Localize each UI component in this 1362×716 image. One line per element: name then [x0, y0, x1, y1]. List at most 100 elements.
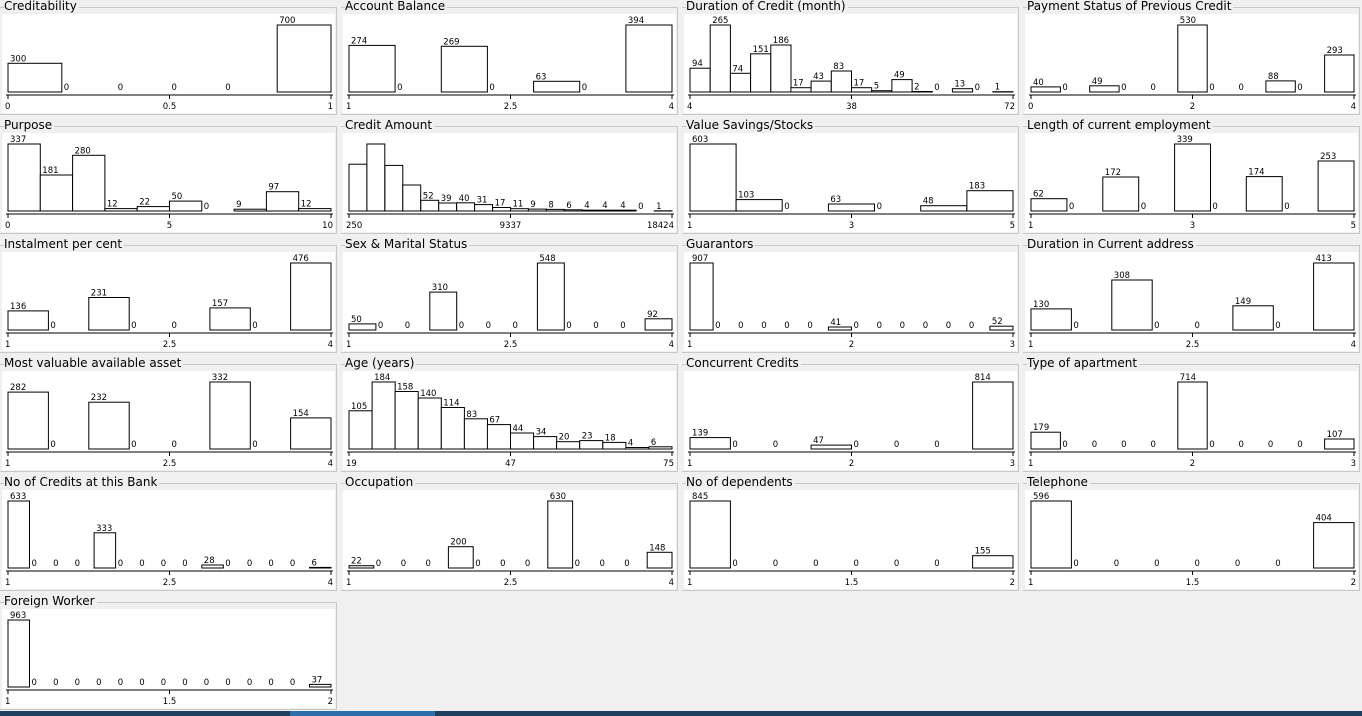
bar-value-label: 0 — [600, 559, 605, 569]
bar-value-label: 0 — [923, 321, 928, 331]
bar — [689, 500, 731, 569]
bar — [486, 424, 511, 450]
bar-value-label: 907 — [692, 254, 708, 264]
bar-value-label: 39 — [441, 194, 452, 204]
x-tick-label: 2.5 — [163, 578, 177, 588]
bar-value-label: 11 — [513, 200, 524, 210]
bar-value-label: 548 — [539, 254, 555, 264]
chart-title: Value Savings/Stocks — [686, 118, 816, 132]
histogram-credit-amount: Credit Amount 52 39 40 31 17 11 9 8 6 4 4 4 0 1 250 9337… — [341, 118, 678, 234]
bar-value-label: 6 — [312, 558, 317, 568]
x-tick-label: 1 — [1028, 459, 1033, 469]
bar-value-label: 0 — [813, 559, 818, 569]
histogram-svg: 963 0 0 0 0 0 0 0 0 0 0 0 0 0 37 1 1.5 2 — [5, 611, 333, 707]
x-tick-label: 2.5 — [504, 578, 518, 588]
bar — [420, 199, 440, 212]
bar-value-label: 157 — [212, 299, 228, 309]
bar-value-label: 0 — [1209, 440, 1214, 450]
bar-value-label: 0 — [459, 321, 464, 331]
bar-value-label: 31 — [477, 196, 488, 206]
x-tick-label: 1 — [1028, 578, 1033, 588]
bar — [169, 200, 203, 212]
panel-frame — [0, 245, 337, 353]
bar — [579, 440, 604, 450]
panel-frame — [682, 126, 1019, 234]
bar — [810, 444, 853, 450]
bar-value-label: 49 — [1092, 77, 1103, 87]
bar — [735, 199, 783, 212]
x-tick-label: 1 — [328, 102, 333, 112]
bar — [1089, 85, 1120, 93]
bar-value-label: 0 — [1195, 321, 1200, 331]
x-tick-label: 2 — [1010, 578, 1015, 588]
histogram-value-savings-stocks: Value Savings/Stocks 603 103 0 63 0 48 183 1 3 5 — [682, 118, 1019, 234]
bar — [648, 446, 673, 450]
bar-value-label: 0 — [290, 678, 295, 688]
x-tick-label: 0.5 — [163, 102, 177, 112]
histogram-most-valuable-available-asset: Most valuable available asset 282 0 232 0 0 33… — [0, 356, 337, 472]
bar-value-label: 6 — [651, 438, 656, 448]
bar-value-label: 0 — [773, 559, 778, 569]
bar-value-label: 4 — [628, 439, 633, 449]
bar-value-label: 0 — [397, 83, 402, 93]
bar-value-label: 17 — [854, 79, 865, 89]
chart-title: Instalment per cent — [4, 237, 125, 251]
bar-value-label: 0 — [620, 321, 625, 331]
bar-value-label: 34 — [536, 428, 547, 438]
panel-frame — [0, 483, 337, 591]
bar-value-label: 179 — [1033, 423, 1049, 433]
bar-value-label: 74 — [732, 64, 743, 74]
panel-frame — [682, 483, 1019, 591]
chart-title: Sex & Marital Status — [345, 237, 470, 251]
bar-value-label: 0 — [64, 83, 69, 93]
bar-value-label: 332 — [212, 373, 228, 383]
bar — [201, 564, 224, 569]
x-tick-label: 5 — [1351, 221, 1356, 231]
bar — [689, 143, 737, 212]
bar-value-label: 0 — [624, 559, 629, 569]
bar — [309, 683, 332, 688]
histogram-occupation: Occupation 22 0 0 0 200 0 0 0 630 0 0 0 148 1 2.5 4 — [341, 475, 678, 591]
bar-value-label: 630 — [550, 492, 566, 502]
bar — [348, 323, 377, 331]
bar-value-label: 0 — [738, 321, 743, 331]
bar-value-label: 67 — [489, 416, 500, 426]
bar-value-label: 0 — [225, 559, 230, 569]
histogram-duration-of-credit-month: Duration of Credit (month) 94 265 74 151 186 1… — [682, 0, 1019, 115]
chart-title: No of dependents — [686, 475, 795, 489]
bar-value-label: 0 — [900, 321, 905, 331]
bar-value-label: 0 — [934, 83, 939, 93]
bar — [440, 407, 465, 450]
histogram-svg: 136 0 231 0 0 157 0 476 1 2.5 4 — [5, 254, 333, 350]
bar-value-label: 0 — [715, 321, 720, 331]
bar-value-label: 1 — [995, 83, 1000, 93]
bar-value-label: 186 — [773, 36, 789, 46]
x-tick-label: 1 — [687, 578, 692, 588]
x-tick-label: 2 — [1351, 578, 1356, 588]
bar-value-label: 4 — [584, 201, 589, 211]
x-tick-label: 75 — [663, 459, 674, 469]
bar-value-label: 0 — [975, 83, 980, 93]
bar-value-label: 814 — [975, 373, 991, 383]
panel-frame — [1023, 364, 1360, 472]
x-tick-label: 2 — [849, 340, 854, 350]
histogram-concurrent-credits: Concurrent Credits 139 0 0 47 0 0 0 814 1 2 3 — [682, 356, 1019, 472]
plot-area — [1025, 252, 1358, 351]
bar — [1030, 308, 1072, 331]
bar-value-label: 0 — [182, 559, 187, 569]
bar-value-label: 22 — [351, 557, 362, 567]
bar — [1232, 305, 1274, 331]
x-tick-label: 1 — [5, 459, 10, 469]
chart-title: Occupation — [345, 475, 416, 489]
bar-value-label: 0 — [1073, 321, 1078, 331]
histogram-svg: 282 0 232 0 0 332 0 154 1 2.5 4 — [5, 373, 333, 469]
bar-value-label: 0 — [566, 321, 571, 331]
bar-value-label: 0 — [934, 440, 939, 450]
bar-value-label: 0 — [513, 321, 518, 331]
bar-value-label: 0 — [1275, 559, 1280, 569]
histogram-svg: 633 0 0 0 333 0 0 0 0 28 0 0 0 0 6 1 2.5 4 — [5, 492, 333, 588]
x-tick-label: 0 — [5, 102, 10, 112]
bar — [827, 203, 875, 212]
bar-value-label: 83 — [833, 62, 844, 72]
bar — [39, 174, 74, 212]
